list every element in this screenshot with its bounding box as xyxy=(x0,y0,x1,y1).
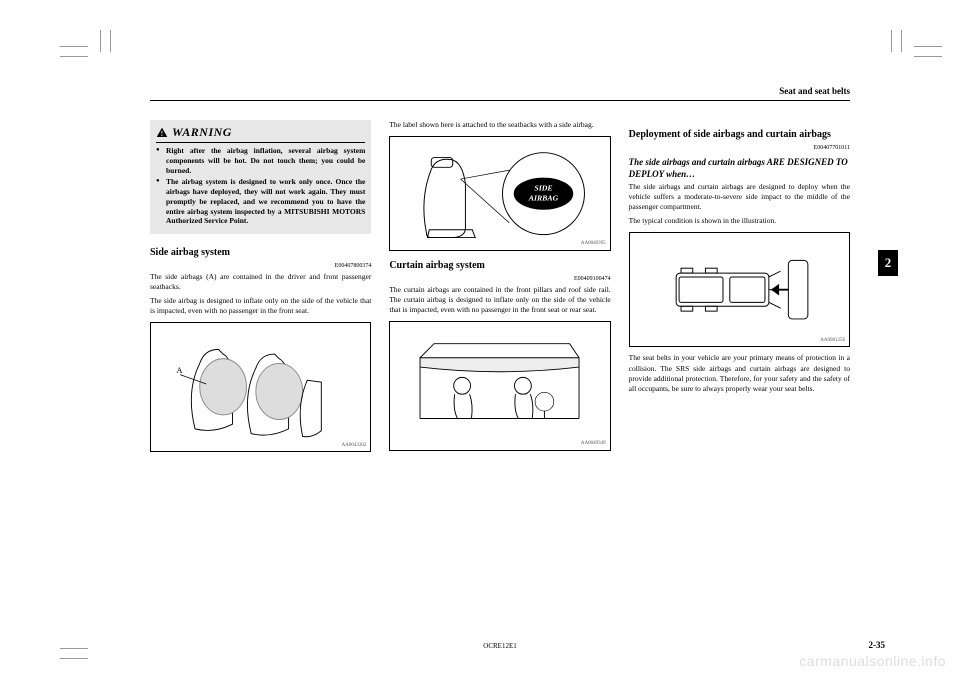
chapter-tab: 2 xyxy=(878,250,898,276)
figure-code: AA0049349 xyxy=(581,441,606,448)
column-3: Deployment of side airbags and curtain a… xyxy=(629,120,850,458)
column-1: ! WARNING Right after the airbag inflati… xyxy=(150,120,371,458)
svg-text:A: A xyxy=(176,366,183,375)
svg-text:!: ! xyxy=(161,130,163,138)
paragraph: The side airbags and curtain airbags are… xyxy=(629,182,850,212)
header-rule xyxy=(150,100,850,101)
warning-list: Right after the airbag inflation, severa… xyxy=(156,146,365,226)
figure-side-impact: AA0081256 xyxy=(629,232,850,347)
paragraph: The label shown here is attached to the … xyxy=(389,120,610,130)
figure-seat-label: SIDE AIRBAG AA0040395 xyxy=(389,136,610,251)
warning-header: ! WARNING xyxy=(156,124,365,143)
page-number: 2-35 xyxy=(869,640,886,650)
columns: ! WARNING Right after the airbag inflati… xyxy=(150,120,850,458)
page-content: Seat and seat belts ! WARNING Right afte… xyxy=(150,100,850,630)
warning-title: WARNING xyxy=(172,124,232,140)
deployment-subheading: The side airbags and curtain airbags ARE… xyxy=(629,156,850,180)
paragraph: The side airbag is designed to inflate o… xyxy=(150,296,371,316)
paragraph: The side airbags (A) are contained in th… xyxy=(150,272,371,292)
paragraph: The curtain airbags are contained in the… xyxy=(389,285,610,315)
curtain-airbag-illustration xyxy=(406,325,593,447)
column-2: The label shown here is attached to the … xyxy=(389,120,610,458)
warning-item: The airbag system is designed to work on… xyxy=(156,177,365,226)
side-impact-illustration xyxy=(642,236,837,343)
watermark: carmanualsonline.info xyxy=(799,653,946,669)
figure-code: AA0081256 xyxy=(820,338,845,345)
section-code: E00407701011 xyxy=(629,144,850,152)
seats-airbag-illustration: A xyxy=(167,326,354,448)
figure-code: AA0043302 xyxy=(342,443,367,450)
document-code: OCRE12E1 xyxy=(483,642,516,650)
section-code: E00407800374 xyxy=(150,262,371,270)
header-section: Seat and seat belts xyxy=(779,86,850,96)
figure-side-airbag-seats: A AA0043302 xyxy=(150,322,371,452)
warning-item: Right after the airbag inflation, severa… xyxy=(156,146,365,175)
svg-text:AIRBAG: AIRBAG xyxy=(528,193,559,202)
figure-curtain-airbag: AA0049349 xyxy=(389,321,610,451)
svg-text:SIDE: SIDE xyxy=(535,184,553,193)
warning-box: ! WARNING Right after the airbag inflati… xyxy=(150,120,371,234)
figure-code: AA0040395 xyxy=(581,241,606,248)
side-airbag-heading: Side airbag system xyxy=(150,246,371,260)
curtain-airbag-heading: Curtain airbag system xyxy=(389,259,610,273)
paragraph: The typical condition is shown in the il… xyxy=(629,216,850,226)
paragraph: The seat belts in your vehicle are your … xyxy=(629,353,850,394)
section-code: E00409100474 xyxy=(389,275,610,283)
seat-label-illustration: SIDE AIRBAG xyxy=(402,140,597,247)
warning-triangle-icon: ! xyxy=(156,127,168,138)
deployment-heading: Deployment of side airbags and curtain a… xyxy=(629,128,850,142)
